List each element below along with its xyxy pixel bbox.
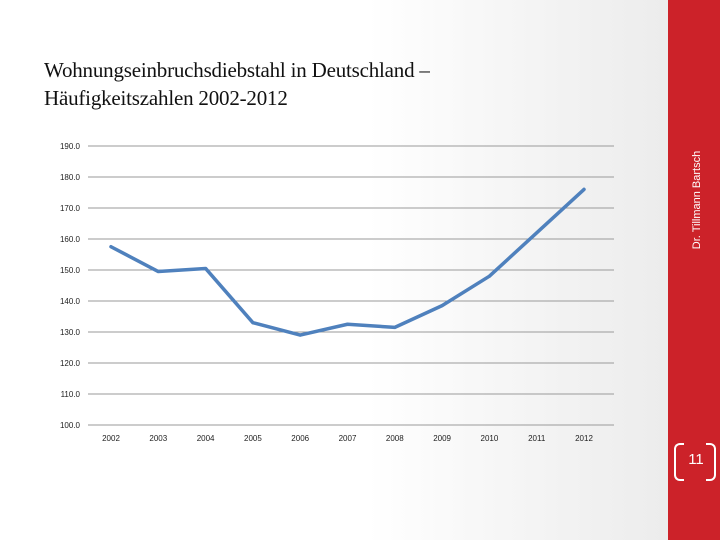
line-chart: 100.0 110.0 120.0 130.0 140.0 150.0 160.0 170.0… [60, 142, 614, 443]
y-tick-label: 130.0 [60, 328, 81, 337]
series-layer [109, 187, 586, 337]
data-point-2009 [440, 304, 444, 308]
y-tick-label: 100.0 [60, 421, 81, 430]
y-tick-label: 190.0 [60, 142, 81, 151]
y-tick-label: 110.0 [61, 390, 81, 399]
x-tick-label: 2004 [197, 434, 215, 443]
x-tick-label: 2002 [102, 434, 120, 443]
slide-title-line-2: Häufigkeitszahlen 2002-2012 [44, 86, 288, 110]
y-axis-tick-labels: 100.0 110.0 120.0 130.0 140.0 150.0 160.0 170.0… [60, 142, 81, 430]
y-tick-label: 170.0 [60, 204, 81, 213]
x-tick-label: 2008 [386, 434, 404, 443]
gridlines [88, 145, 614, 426]
y-tick-label: 160.0 [60, 235, 81, 244]
x-tick-label: 2005 [244, 434, 262, 443]
data-point-2005 [251, 321, 255, 325]
page-number-bracket-left [674, 443, 684, 481]
data-point-2006 [298, 333, 302, 337]
x-tick-label: 2012 [575, 434, 593, 443]
data-point-2008 [393, 325, 397, 329]
page-number-bracket-right [706, 443, 716, 481]
x-axis-tick-labels: 2002 2003 2004 2005 2006 2007 2008 2009 2010 2011… [102, 434, 593, 443]
y-tick-label: 140.0 [60, 297, 81, 306]
author-side-label: Dr. Tillmann Bartsch [691, 150, 703, 250]
x-tick-label: 2006 [291, 434, 309, 443]
accent-side-bar [668, 0, 720, 540]
slide-title: Wohnungseinbruchsdiebstahl in Deutschlan… [44, 56, 624, 112]
x-tick-label: 2007 [339, 434, 357, 443]
data-point-2002 [109, 245, 113, 249]
slide-title-line-1: Wohnungseinbruchsdiebstahl in Deutschlan… [44, 58, 430, 82]
data-point-2011 [535, 231, 539, 235]
data-point-2012 [582, 187, 586, 191]
data-point-2007 [346, 322, 349, 326]
x-tick-label: 2010 [481, 434, 499, 443]
data-point-2010 [487, 274, 491, 278]
page-number: 11 [688, 451, 704, 468]
x-tick-label: 2009 [433, 434, 451, 443]
data-point-2004 [204, 266, 208, 270]
data-point-2003 [156, 270, 160, 274]
series-line [109, 187, 586, 337]
x-tick-label: 2003 [149, 434, 167, 443]
y-tick-label: 150.0 [60, 266, 81, 275]
y-tick-label: 180.0 [60, 173, 81, 182]
x-tick-label: 2011 [528, 434, 546, 443]
y-tick-label: 120.0 [60, 359, 81, 368]
